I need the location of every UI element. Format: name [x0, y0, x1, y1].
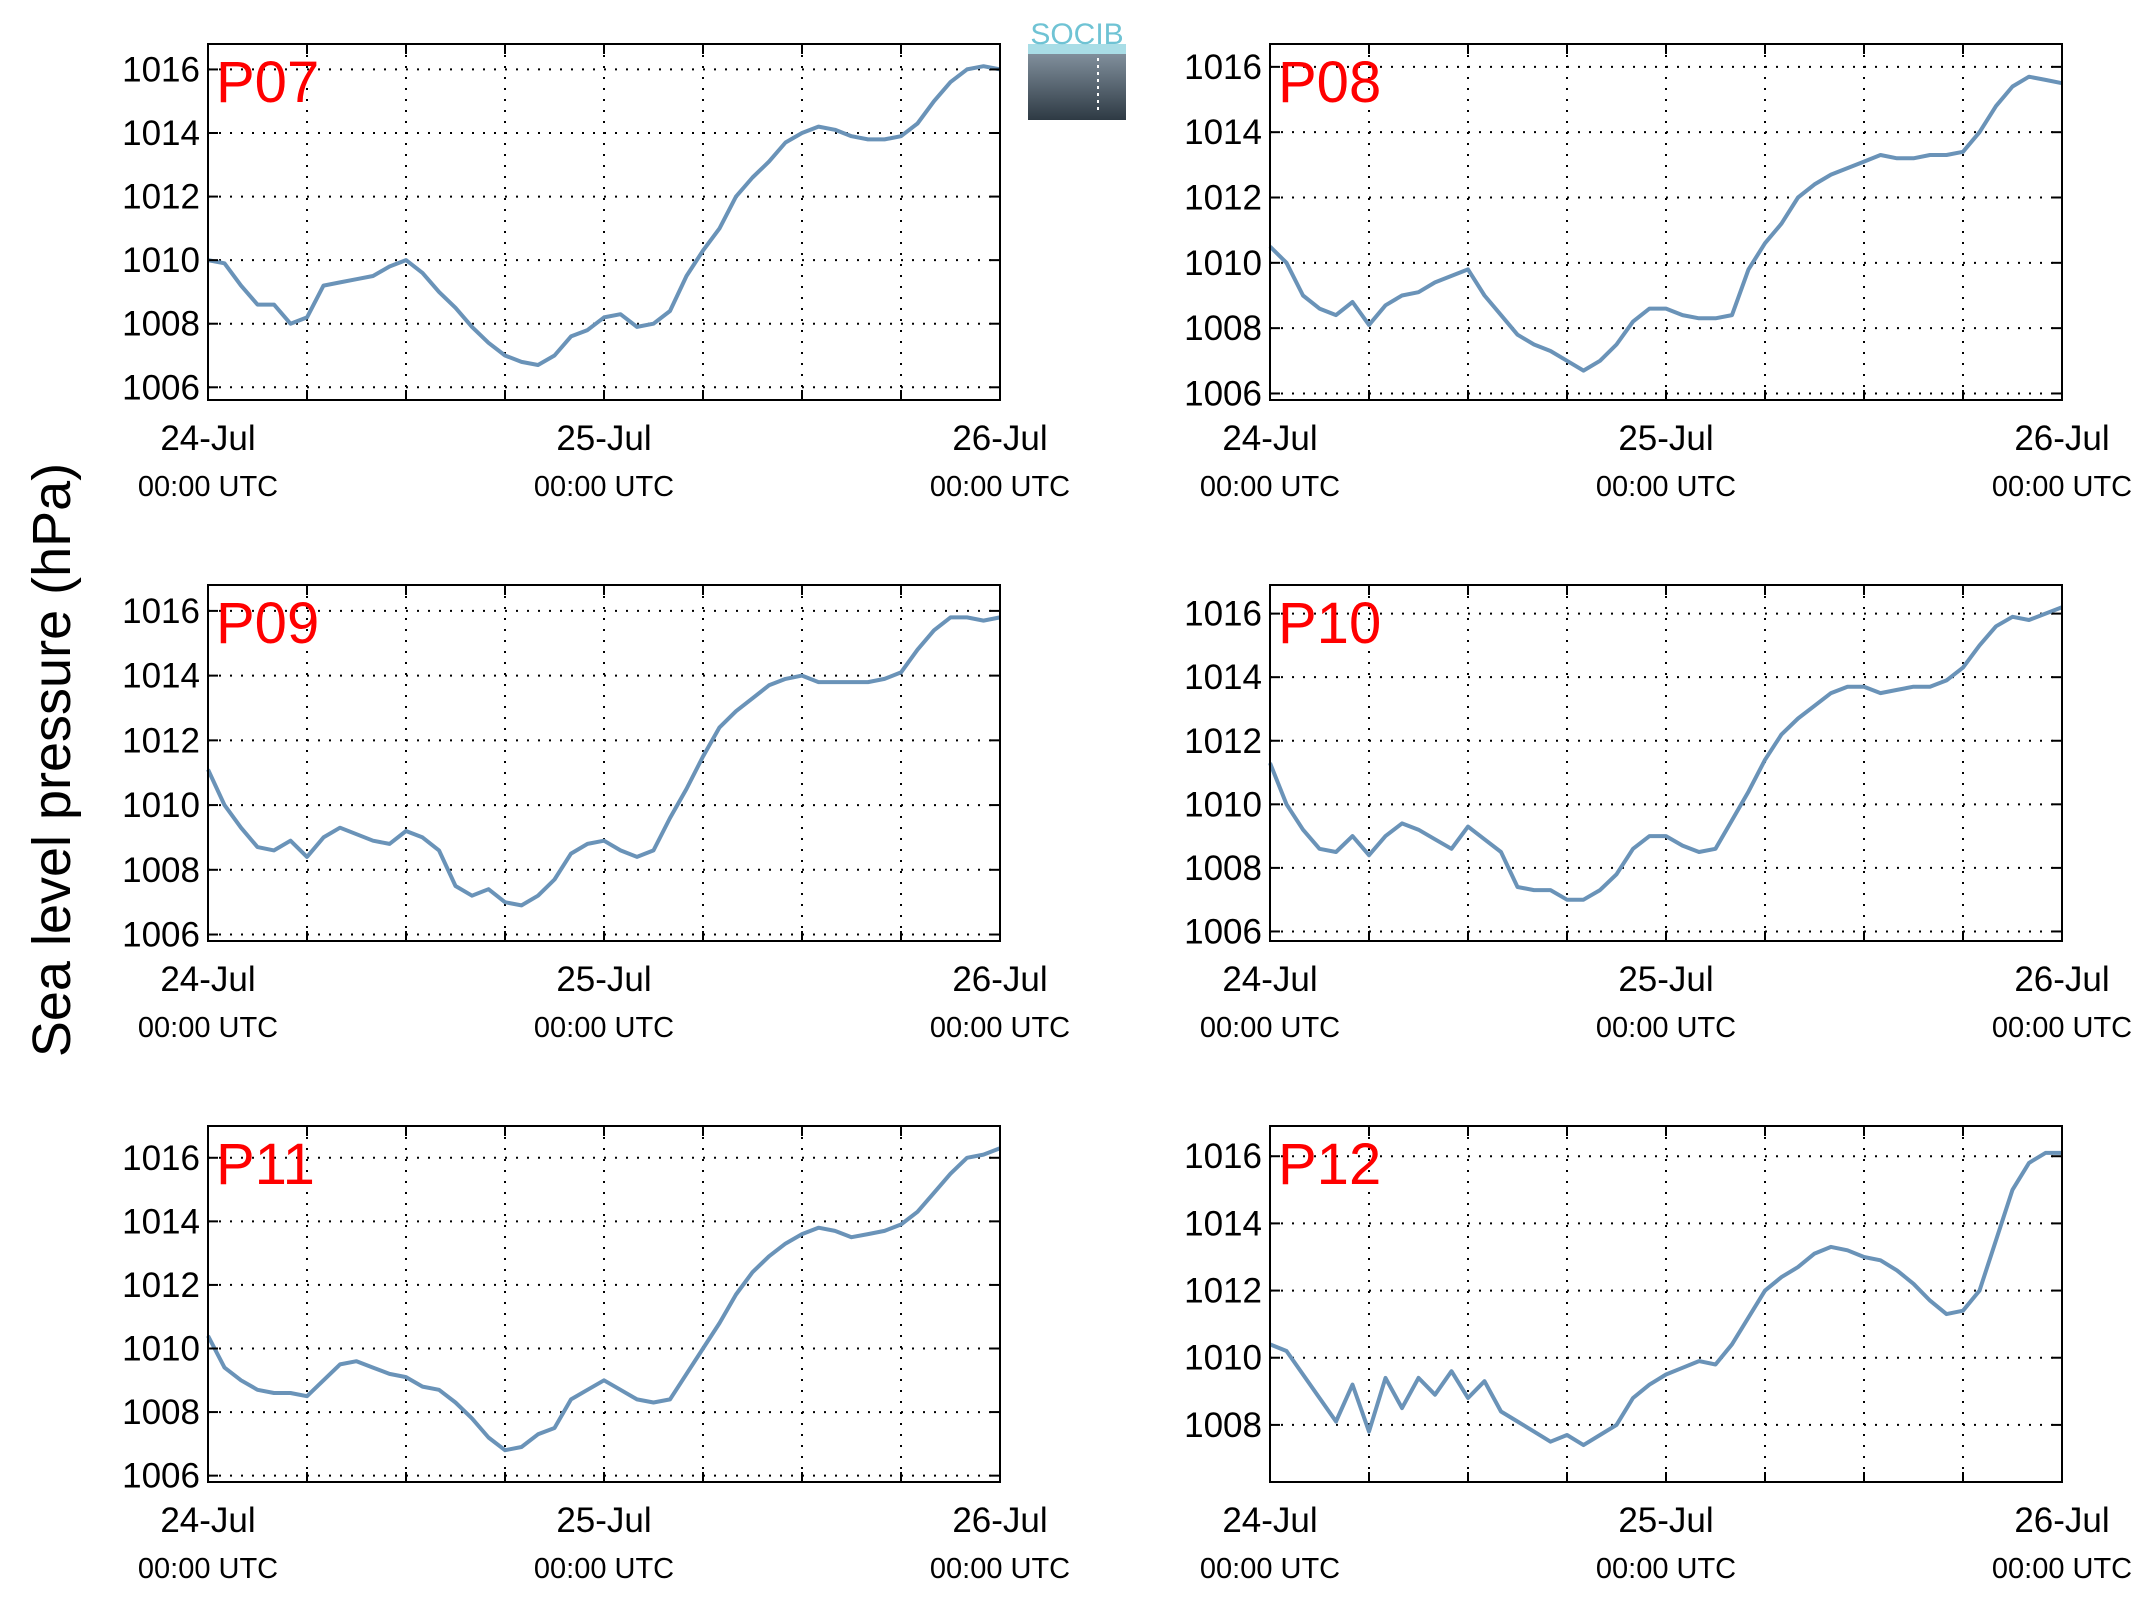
- panel-label: P10: [1278, 591, 1381, 656]
- y-tick-label: 1008: [1184, 309, 1262, 348]
- y-tick-label: 1012: [122, 1266, 200, 1305]
- x-tick-label-date: 25-Jul: [1618, 960, 1713, 999]
- y-tick-label: 1012: [122, 721, 200, 760]
- y-tick-label: 1016: [1184, 48, 1262, 87]
- x-tick-label-date: 25-Jul: [1618, 1501, 1713, 1540]
- chart-panel-p10: 1006 1008 1010 1012 1014 1016 24-Jul 00:00 UTC 2…: [1184, 584, 2132, 1044]
- x-tick-label-date: 25-Jul: [556, 1501, 651, 1540]
- x-tick-label-time: 00:00 UTC: [1200, 1012, 1340, 1044]
- y-tick-label: 1010: [1184, 785, 1262, 824]
- y-tick-label: 1012: [1184, 722, 1262, 761]
- y-tick-label: 1008: [1184, 849, 1262, 888]
- logo-text: SOCIB: [1030, 18, 1123, 51]
- y-tick-label: 1014: [122, 657, 200, 696]
- logo-wave: [1028, 44, 1126, 54]
- chart-panel-p09: 1006 1008 1010 1012 1014 1016 24-Jul 00:00 UTC 2…: [122, 584, 1070, 1044]
- series-line-p09: [206, 615, 1001, 908]
- y-tick-label: 1014: [122, 114, 200, 153]
- y-tick-label: 1010: [122, 241, 200, 280]
- x-tick-label-time: 00:00 UTC: [930, 471, 1070, 503]
- chart-panel-p11: 1006 1008 1010 1012 1014 1016 24-Jul 00:00 UTC 2…: [122, 1125, 1070, 1585]
- x-tick-label-time: 00:00 UTC: [1596, 1012, 1736, 1044]
- y-tick-label: 1010: [122, 1330, 200, 1369]
- y-tick-label: 1016: [122, 592, 200, 631]
- y-tick-label: 1010: [1184, 1339, 1262, 1378]
- y-tick-label: 1006: [1184, 912, 1262, 951]
- x-tick-label-date: 26-Jul: [952, 419, 1047, 458]
- series-line-p08: [1268, 74, 2063, 373]
- x-tick-label-time: 00:00 UTC: [1596, 471, 1736, 503]
- x-tick-label-date: 26-Jul: [2014, 419, 2109, 458]
- y-tick-label: 1014: [1184, 1204, 1262, 1243]
- x-tick-label-time: 00:00 UTC: [138, 1553, 278, 1585]
- y-tick-label: 1006: [122, 1457, 200, 1496]
- y-tick-label: 1014: [122, 1202, 200, 1241]
- x-tick-label-date: 25-Jul: [556, 960, 651, 999]
- logo-mark: [1028, 46, 1126, 120]
- series-line-p11: [206, 1146, 1001, 1453]
- x-tick-label-date: 24-Jul: [1222, 419, 1317, 458]
- x-tick-label-time: 00:00 UTC: [1200, 1553, 1340, 1585]
- y-tick-label: 1012: [1184, 179, 1262, 218]
- x-tick-label-time: 00:00 UTC: [1992, 1012, 2132, 1044]
- x-tick-label-time: 00:00 UTC: [534, 1553, 674, 1585]
- x-tick-label-date: 25-Jul: [1618, 419, 1713, 458]
- panel-label: P08: [1278, 50, 1381, 115]
- y-axis-label: Sea level pressure (hPa): [22, 463, 82, 1057]
- panel-label: P11: [216, 1132, 315, 1197]
- y-tick-label: 1010: [1184, 244, 1262, 283]
- x-tick-label-date: 26-Jul: [952, 1501, 1047, 1540]
- x-tick-label-date: 26-Jul: [2014, 960, 2109, 999]
- y-tick-label: 1016: [122, 50, 200, 89]
- y-tick-label: 1008: [122, 305, 200, 344]
- panel-label: P09: [216, 591, 319, 656]
- x-tick-label-time: 00:00 UTC: [1992, 1553, 2132, 1585]
- x-tick-label-time: 00:00 UTC: [930, 1012, 1070, 1044]
- x-tick-label-time: 00:00 UTC: [930, 1553, 1070, 1585]
- x-tick-label-date: 26-Jul: [2014, 1501, 2109, 1540]
- y-tick-label: 1006: [1184, 374, 1262, 413]
- series-line-p12: [1269, 1150, 2062, 1448]
- y-tick-label: 1016: [1184, 595, 1262, 634]
- y-tick-label: 1008: [122, 851, 200, 890]
- panel-grid: 1006 1008 1010 1012 1014 1016 24-Jul 00:00 UTC 2…: [122, 43, 2132, 1585]
- y-tick-label: 1014: [1184, 658, 1262, 697]
- x-tick-label-date: 24-Jul: [160, 419, 255, 458]
- y-tick-label: 1012: [1184, 1272, 1262, 1311]
- y-tick-label: 1006: [122, 368, 200, 407]
- x-tick-label-time: 00:00 UTC: [534, 471, 674, 503]
- chart-panel-p07: 1006 1008 1010 1012 1014 1016 24-Jul 00:00 UTC 2…: [122, 43, 1070, 503]
- x-tick-label-time: 00:00 UTC: [138, 471, 278, 503]
- y-tick-label: 1016: [122, 1139, 200, 1178]
- x-tick-label-time: 00:00 UTC: [138, 1012, 278, 1044]
- x-tick-label-time: 00:00 UTC: [534, 1012, 674, 1044]
- x-tick-label-time: 00:00 UTC: [1992, 471, 2132, 503]
- x-tick-label-date: 24-Jul: [1222, 960, 1317, 999]
- y-tick-label: 1010: [122, 786, 200, 825]
- y-tick-label: 1008: [1184, 1406, 1262, 1445]
- y-tick-label: 1012: [122, 178, 200, 217]
- x-tick-label-date: 24-Jul: [1222, 1501, 1317, 1540]
- x-tick-label-date: 26-Jul: [952, 960, 1047, 999]
- x-tick-label-date: 24-Jul: [160, 960, 255, 999]
- series-line-p07: [207, 64, 1001, 367]
- chart-panel-p08: 1006 1008 1010 1012 1014 1016 24-Jul 00:00 UTC 2…: [1184, 43, 2132, 503]
- y-tick-label: 1016: [1184, 1137, 1262, 1176]
- y-tick-label: 1006: [122, 916, 200, 955]
- x-tick-label-time: 00:00 UTC: [1200, 471, 1340, 503]
- x-tick-label-date: 24-Jul: [160, 1501, 255, 1540]
- series-line-p10: [1268, 605, 2063, 902]
- chart-panel-p12: 1008 1010 1012 1014 1016 24-Jul 00:00 UTC 25-Ju…: [1184, 1125, 2132, 1585]
- y-tick-label: 1014: [1184, 113, 1262, 152]
- y-tick-label: 1008: [122, 1393, 200, 1432]
- panel-label: P07: [216, 50, 319, 115]
- socib-logo: SOCIB: [1028, 18, 1126, 120]
- x-tick-label-time: 00:00 UTC: [1596, 1553, 1736, 1585]
- panel-label: P12: [1278, 1132, 1381, 1197]
- x-tick-label-date: 25-Jul: [556, 419, 651, 458]
